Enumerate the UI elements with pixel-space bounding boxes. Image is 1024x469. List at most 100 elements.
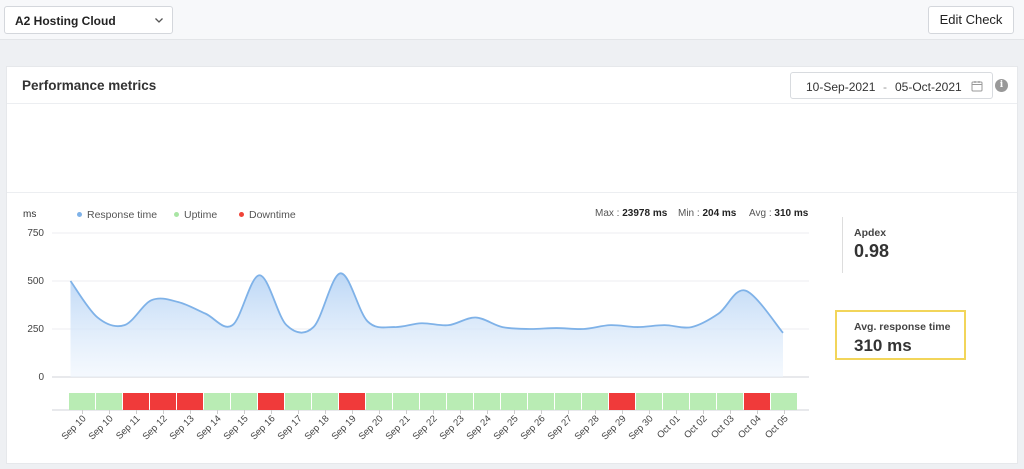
date-range-picker[interactable]: 10-Sep-2021 - 05-Oct-2021 [790,72,993,99]
uptime-cell [393,393,419,410]
date-separator: - [883,80,887,94]
chevron-down-icon [155,18,163,23]
stat-avg-value: 310 ms [774,208,809,219]
uptime-cell [690,393,716,410]
uptime-cell [501,393,527,410]
x-tick-label: Sep 10 [60,413,89,442]
legend-label: Uptime [184,209,218,221]
uptime-cell [312,393,338,410]
x-tick-label: Oct 05 [763,413,791,441]
stat-max-label: Max : [595,208,620,219]
x-tick-label: Sep 28 [573,413,602,442]
x-tick-label: Sep 19 [330,413,359,442]
avg-response-value: 310 ms [854,336,912,355]
x-tick-label: Oct 01 [655,413,683,441]
chart-divider [7,192,1017,193]
date-from: 10-Sep-2021 [806,80,876,94]
calendar-icon [971,81,983,92]
uptime-cell [231,393,257,410]
downtime-cell [609,393,635,410]
x-tick-label: Oct 02 [682,413,710,441]
stat-min-label: Min : [678,208,700,219]
uptime-cell [636,393,662,410]
x-tick-label: Sep 13 [168,413,197,442]
apdex-value: 0.98 [854,241,890,261]
x-tick-label: Sep 20 [357,413,386,442]
downtime-cell [123,393,149,410]
uptime-cell [474,393,500,410]
x-tick-label: Sep 22 [411,413,440,442]
x-tick-label: Sep 15 [222,413,251,442]
x-tick-label: Sep 10 [87,413,116,442]
uptime-cell [717,393,743,410]
uptime-cell [663,393,689,410]
response-time-line [69,272,784,334]
uptime-cell [582,393,608,410]
performance-metrics-card: Performance metrics 10-Sep-2021 - 05-Oct… [6,66,1018,464]
stat-min: Min : 204 ms [678,208,736,219]
legend-response-time[interactable]: Response time [77,209,157,221]
uptime-cell [69,393,95,410]
downtime-cell [258,393,284,410]
x-tick-label: Sep 26 [519,413,548,442]
check-selector[interactable]: A2 Hosting Cloud [4,6,173,34]
x-tick-label: Sep 17 [276,413,305,442]
legend-label: Response time [87,209,158,221]
x-tick-label: Sep 24 [465,413,494,442]
downtime-cell [339,393,365,410]
y-axis-unit: ms [23,209,37,220]
legend-uptime[interactable]: Uptime [174,209,217,221]
response-time-area [70,273,783,377]
x-tick-label: Sep 12 [141,413,170,442]
legend-label: Downtime [249,209,296,221]
apdex-label: Apdex [854,227,887,239]
uptime-cell [204,393,230,410]
uptime-cell [285,393,311,410]
y-tick-label: 750 [27,228,44,239]
y-tick-label: 0 [38,372,44,383]
y-tick-label: 500 [27,276,44,287]
stat-min-value: 204 ms [702,208,737,219]
x-tick-label: Sep 29 [600,413,629,442]
uptime-cell [555,393,581,410]
x-tick-label: Sep 30 [627,413,656,442]
legend-dot-icon [174,212,179,217]
check-selector-value: A2 Hosting Cloud [15,14,116,28]
x-tick-label: Sep 14 [195,413,224,442]
legend-dot-icon [77,212,82,217]
legend-downtime[interactable]: Downtime [239,209,296,221]
stat-avg: Avg : 310 ms [749,208,808,219]
date-to: 05-Oct-2021 [895,80,962,94]
uptime-cell [420,393,446,410]
header-divider [7,103,1017,104]
uptime-cell [447,393,473,410]
uptime-cell [528,393,554,410]
x-tick-label: Sep 18 [303,413,332,442]
stat-max: Max : 23978 ms [595,208,667,219]
avg-response-time-box: Avg. response time 310 ms [835,310,966,360]
downtime-cell [177,393,203,410]
apdex-divider [842,217,843,273]
x-tick-label: Sep 27 [546,413,575,442]
top-toolbar: A2 Hosting Cloud Edit Check [0,0,1024,40]
downtime-cell [150,393,176,410]
x-tick-label: Oct 03 [709,413,737,441]
x-tick-label: Sep 11 [114,413,143,442]
uptime-cell [771,393,797,410]
y-tick-label: 250 [27,324,44,335]
card-title: Performance metrics [22,78,157,93]
uptime-cell [366,393,392,410]
x-tick-label: Sep 25 [492,413,521,442]
stat-avg-label: Avg : [749,208,772,219]
x-tick-label: Sep 21 [384,413,413,442]
stat-max-value: 23978 ms [622,208,668,219]
edit-check-button[interactable]: Edit Check [928,6,1014,34]
avg-response-label: Avg. response time [854,321,951,333]
x-tick-label: Sep 23 [438,413,467,442]
uptime-cell [96,393,122,410]
x-tick-label: Sep 16 [249,413,278,442]
info-icon[interactable]: i [995,79,1008,92]
downtime-cell [744,393,770,410]
x-tick-label: Oct 04 [736,413,764,441]
